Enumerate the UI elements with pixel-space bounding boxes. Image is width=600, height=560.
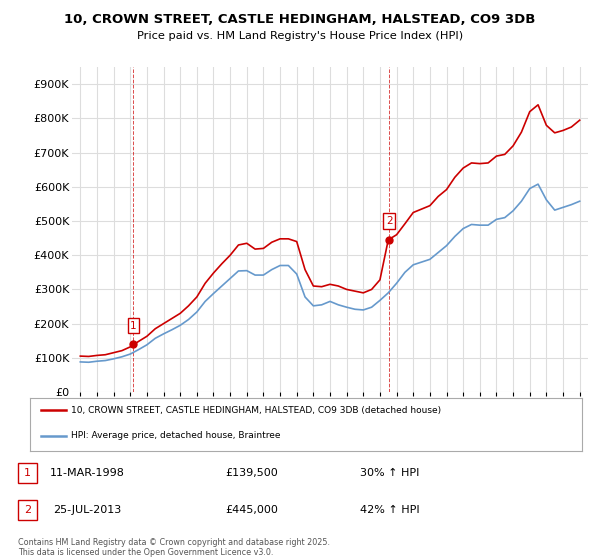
Text: 1: 1 <box>130 320 137 330</box>
Text: 25-JUL-2013: 25-JUL-2013 <box>53 505 121 515</box>
Text: £139,500: £139,500 <box>226 468 278 478</box>
Text: 30% ↑ HPI: 30% ↑ HPI <box>361 468 419 478</box>
Text: HPI: Average price, detached house, Braintree: HPI: Average price, detached house, Brai… <box>71 431 281 440</box>
Text: 11-MAR-1998: 11-MAR-1998 <box>50 468 124 478</box>
Text: 10, CROWN STREET, CASTLE HEDINGHAM, HALSTEAD, CO9 3DB: 10, CROWN STREET, CASTLE HEDINGHAM, HALS… <box>64 13 536 26</box>
Text: 2: 2 <box>386 216 392 226</box>
Text: 1: 1 <box>24 468 31 478</box>
Text: 2: 2 <box>24 505 31 515</box>
Text: 10, CROWN STREET, CASTLE HEDINGHAM, HALSTEAD, CO9 3DB (detached house): 10, CROWN STREET, CASTLE HEDINGHAM, HALS… <box>71 406 442 415</box>
Text: Contains HM Land Registry data © Crown copyright and database right 2025.
This d: Contains HM Land Registry data © Crown c… <box>18 538 330 557</box>
Text: 42% ↑ HPI: 42% ↑ HPI <box>360 505 420 515</box>
Text: £445,000: £445,000 <box>226 505 278 515</box>
Text: Price paid vs. HM Land Registry's House Price Index (HPI): Price paid vs. HM Land Registry's House … <box>137 31 463 41</box>
